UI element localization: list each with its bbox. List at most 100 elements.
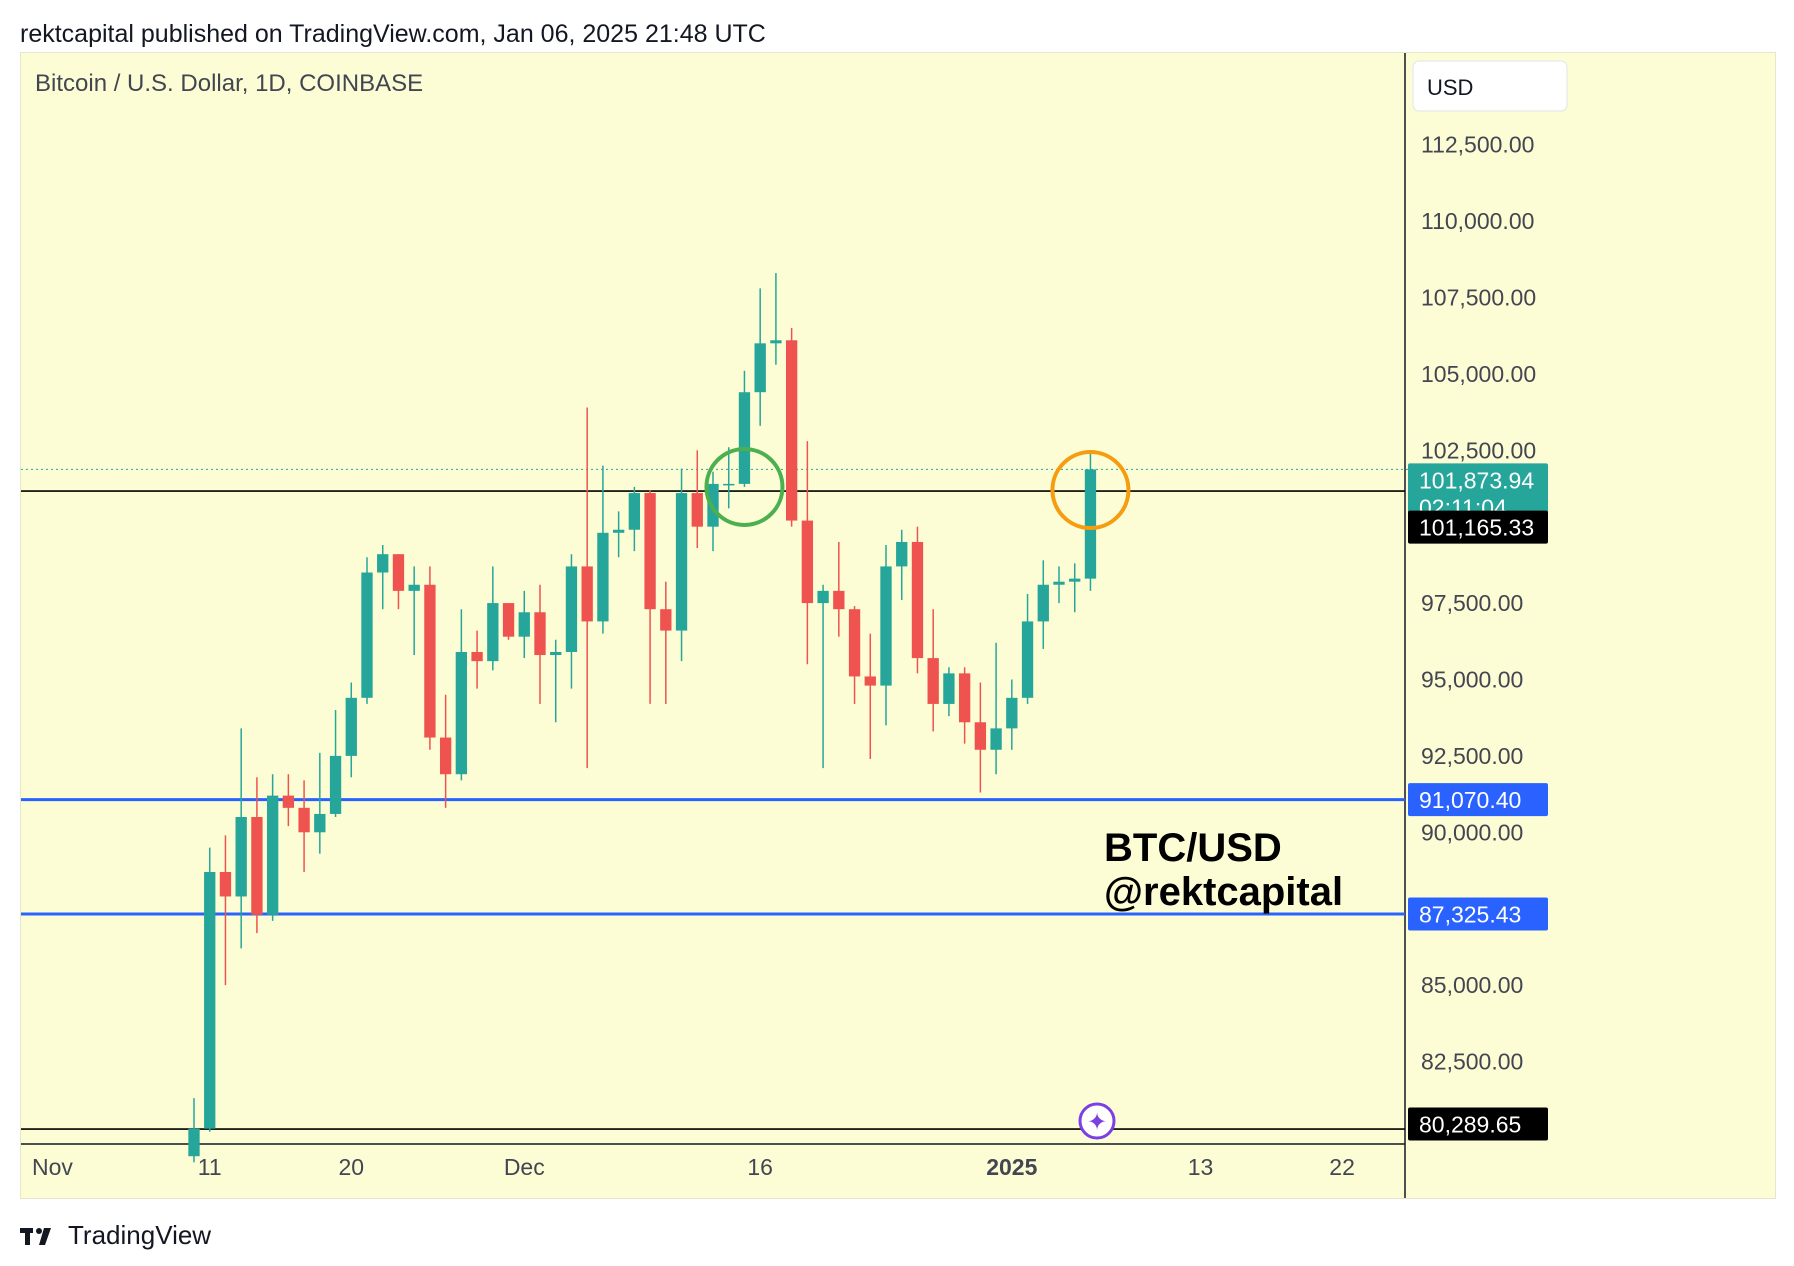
candle-body <box>219 872 232 897</box>
current-price-label-bg <box>1408 463 1548 520</box>
candle[interactable] <box>644 490 656 704</box>
candle-body <box>754 343 766 393</box>
x-tick-label: 16 <box>747 1154 773 1180</box>
candle[interactable] <box>1069 563 1081 613</box>
candle[interactable] <box>990 642 1002 775</box>
candle-body <box>345 697 357 756</box>
candle-body <box>785 340 798 521</box>
candle[interactable] <box>1084 450 1097 591</box>
currency-button[interactable]: USD <box>1412 60 1568 112</box>
candle[interactable] <box>439 694 452 808</box>
candle[interactable] <box>487 566 499 671</box>
candle[interactable] <box>848 606 861 704</box>
candle[interactable] <box>392 554 405 610</box>
candle[interactable] <box>801 441 814 665</box>
candle[interactable] <box>691 450 703 549</box>
candle[interactable] <box>660 581 672 704</box>
candle-body <box>723 483 735 486</box>
candle[interactable] <box>502 603 515 640</box>
candle-body <box>455 651 468 775</box>
candle[interactable] <box>455 609 468 781</box>
candle[interactable] <box>345 682 357 778</box>
candle-body <box>518 612 530 637</box>
candle-body <box>738 392 751 484</box>
candle[interactable] <box>974 682 987 793</box>
y-tick-label: 107,500.00 <box>1421 284 1536 310</box>
candle[interactable] <box>377 545 389 610</box>
candle[interactable] <box>738 370 751 487</box>
candle[interactable] <box>361 557 373 704</box>
candle[interactable] <box>471 630 483 689</box>
candle-body <box>943 673 955 704</box>
candle[interactable] <box>298 780 310 873</box>
candle[interactable] <box>785 328 798 527</box>
candle-body <box>801 520 814 604</box>
candle[interactable] <box>204 847 216 1132</box>
candle[interactable] <box>219 835 232 986</box>
candle[interactable] <box>770 273 782 365</box>
price-axis: 112,500.00 110,000.00 107,500.00 105,000.00… <box>1421 132 1536 1075</box>
candle[interactable] <box>817 584 829 769</box>
candle-body <box>1006 697 1018 729</box>
event-marker-circle[interactable] <box>1078 1102 1116 1140</box>
level-label-4-text: 80,289.65 <box>1419 1112 1521 1138</box>
current-price-label-text: 101,873.94 <box>1419 467 1534 493</box>
candlestick-chart[interactable]: Bitcoin / U.S. Dollar, 1D, COINBASE BTC/… <box>21 53 1775 1198</box>
candle[interactable] <box>958 667 971 744</box>
candle[interactable] <box>235 728 247 949</box>
candle[interactable] <box>314 752 326 854</box>
candle[interactable] <box>833 541 845 637</box>
candle-body <box>927 658 939 704</box>
y-tick-label: 95,000.00 <box>1421 666 1523 692</box>
candle[interactable] <box>911 526 924 674</box>
candle[interactable] <box>723 447 735 509</box>
tradingview-logo[interactable]: TradingView <box>20 1220 211 1251</box>
candle[interactable] <box>188 1098 200 1163</box>
candle[interactable] <box>424 566 436 750</box>
candle[interactable] <box>550 639 562 723</box>
orange-circle-annotation[interactable] <box>1050 450 1131 531</box>
candle[interactable] <box>1021 593 1034 704</box>
candle[interactable] <box>518 590 530 659</box>
candle[interactable] <box>880 545 892 726</box>
green-circle-annotation[interactable] <box>704 446 785 527</box>
candle[interactable] <box>628 486 641 552</box>
candle[interactable] <box>565 554 578 689</box>
candle-body <box>880 566 892 686</box>
candle[interactable] <box>597 465 609 634</box>
candle[interactable] <box>927 609 939 732</box>
tradingview-logo-icon <box>20 1227 51 1245</box>
candle[interactable] <box>282 774 295 827</box>
candle-body <box>392 554 405 591</box>
candle[interactable] <box>266 774 279 921</box>
candle[interactable] <box>675 468 688 662</box>
x-tick-label: 13 <box>1188 1154 1214 1180</box>
x-tick-label: Nov <box>32 1154 73 1180</box>
candle[interactable] <box>251 777 263 934</box>
candle[interactable] <box>408 566 420 656</box>
candle[interactable] <box>534 584 546 704</box>
candle[interactable] <box>1053 566 1065 604</box>
candle-body <box>282 795 295 808</box>
candle[interactable] <box>1006 679 1018 750</box>
candle[interactable] <box>754 288 766 426</box>
candle[interactable] <box>943 667 955 717</box>
candle[interactable] <box>581 407 593 769</box>
y-tick-label: 92,500.00 <box>1421 743 1523 769</box>
candle[interactable] <box>1037 560 1049 649</box>
sparkle-icon[interactable]: ✦ <box>1087 1109 1107 1136</box>
candle[interactable] <box>612 511 625 558</box>
candle[interactable] <box>329 710 342 818</box>
candle-body <box>848 609 861 677</box>
event-marker[interactable]: ✦ <box>1078 1102 1116 1140</box>
candle[interactable] <box>896 529 908 601</box>
level-label-4-bg <box>1408 1107 1548 1141</box>
currency-button-bg[interactable] <box>1412 60 1568 112</box>
candle-body <box>974 722 987 750</box>
currency-button-label[interactable]: USD <box>1427 75 1473 100</box>
level-label-2-text: 91,070.40 <box>1419 787 1521 813</box>
candle-body <box>597 532 609 622</box>
annotations-layer <box>704 446 1131 531</box>
candle-body <box>251 817 263 915</box>
candle[interactable] <box>864 633 876 759</box>
